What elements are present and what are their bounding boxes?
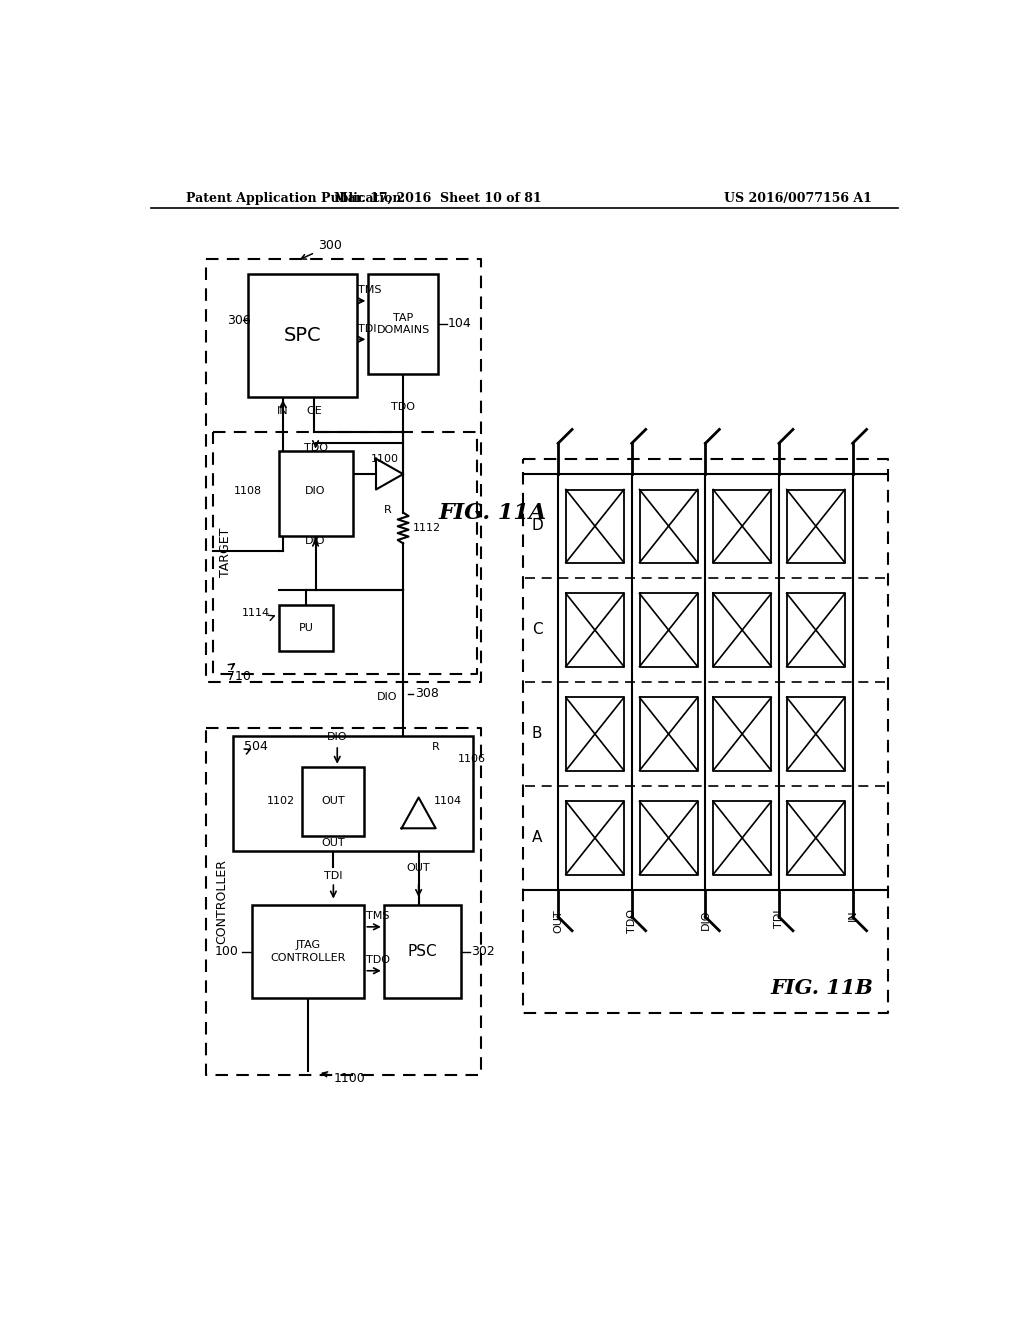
Text: TDO: TDO [366,956,390,965]
Text: D: D [531,519,543,533]
Bar [302,767,365,836]
Text: FIG. 11B: FIG. 11B [770,978,873,998]
Text: 300: 300 [301,239,342,259]
Text: 306: 306 [227,314,251,326]
Text: TDI: TDI [774,909,784,928]
Text: JTAG
CONTROLLER: JTAG CONTROLLER [270,940,345,962]
Bar [232,737,473,851]
Text: DIO: DIO [378,693,398,702]
Text: 100: 100 [215,945,239,958]
Bar [280,451,352,536]
Text: OE: OE [306,407,322,416]
Text: DIO: DIO [305,486,326,496]
Text: TMS: TMS [358,285,382,294]
Text: 1108: 1108 [233,486,262,496]
Text: PSC: PSC [408,944,437,960]
Text: 1100: 1100 [372,454,399,465]
Text: 504: 504 [245,739,268,752]
Text: 308: 308 [415,686,438,700]
Text: 1112: 1112 [414,523,441,533]
Text: A: A [532,830,543,845]
Text: TDI: TDI [325,871,343,880]
Bar [252,906,365,998]
Bar [280,605,334,651]
Text: US 2016/0077156 A1: US 2016/0077156 A1 [724,191,872,205]
Text: B: B [531,726,543,741]
Text: TAP
DOMAINS: TAP DOMAINS [377,313,430,335]
Text: SPC: SPC [284,326,322,345]
Text: OUT: OUT [322,838,345,847]
Text: OUT: OUT [553,909,563,933]
Text: R: R [384,506,391,515]
Text: Mar. 17, 2016  Sheet 10 of 81: Mar. 17, 2016 Sheet 10 of 81 [334,191,542,205]
Text: CONTROLLER: CONTROLLER [216,859,228,944]
Bar [369,275,438,374]
Text: DIO: DIO [700,909,711,929]
Text: Patent Application Publication: Patent Application Publication [186,191,401,205]
Text: C: C [531,622,543,638]
Text: 710: 710 [227,671,251,684]
Text: 104: 104 [449,317,472,330]
Text: TDI: TDI [358,323,377,334]
Bar [248,275,356,397]
Text: TDO: TDO [303,444,328,453]
Text: DIO: DIO [327,733,347,742]
Bar [384,906,461,998]
Text: OUT: OUT [407,863,430,873]
Text: 302: 302 [471,945,495,958]
Text: TARGET: TARGET [219,528,232,577]
Text: PU: PU [299,623,313,634]
Text: 1100: 1100 [323,1072,366,1085]
Text: FIG. 11A: FIG. 11A [438,502,547,524]
Text: IN: IN [848,909,858,921]
Text: TMS: TMS [366,912,389,921]
Text: IN: IN [278,407,289,416]
Text: TDO: TDO [391,403,415,412]
Text: TDO: TDO [627,909,637,933]
Text: 1106: 1106 [458,754,486,764]
Text: R: R [432,742,439,752]
Text: 1104: 1104 [434,796,462,807]
Text: DIO: DIO [305,536,326,545]
Text: OUT: OUT [322,796,345,807]
Text: 1102: 1102 [266,796,295,807]
Text: 1114: 1114 [242,607,270,618]
